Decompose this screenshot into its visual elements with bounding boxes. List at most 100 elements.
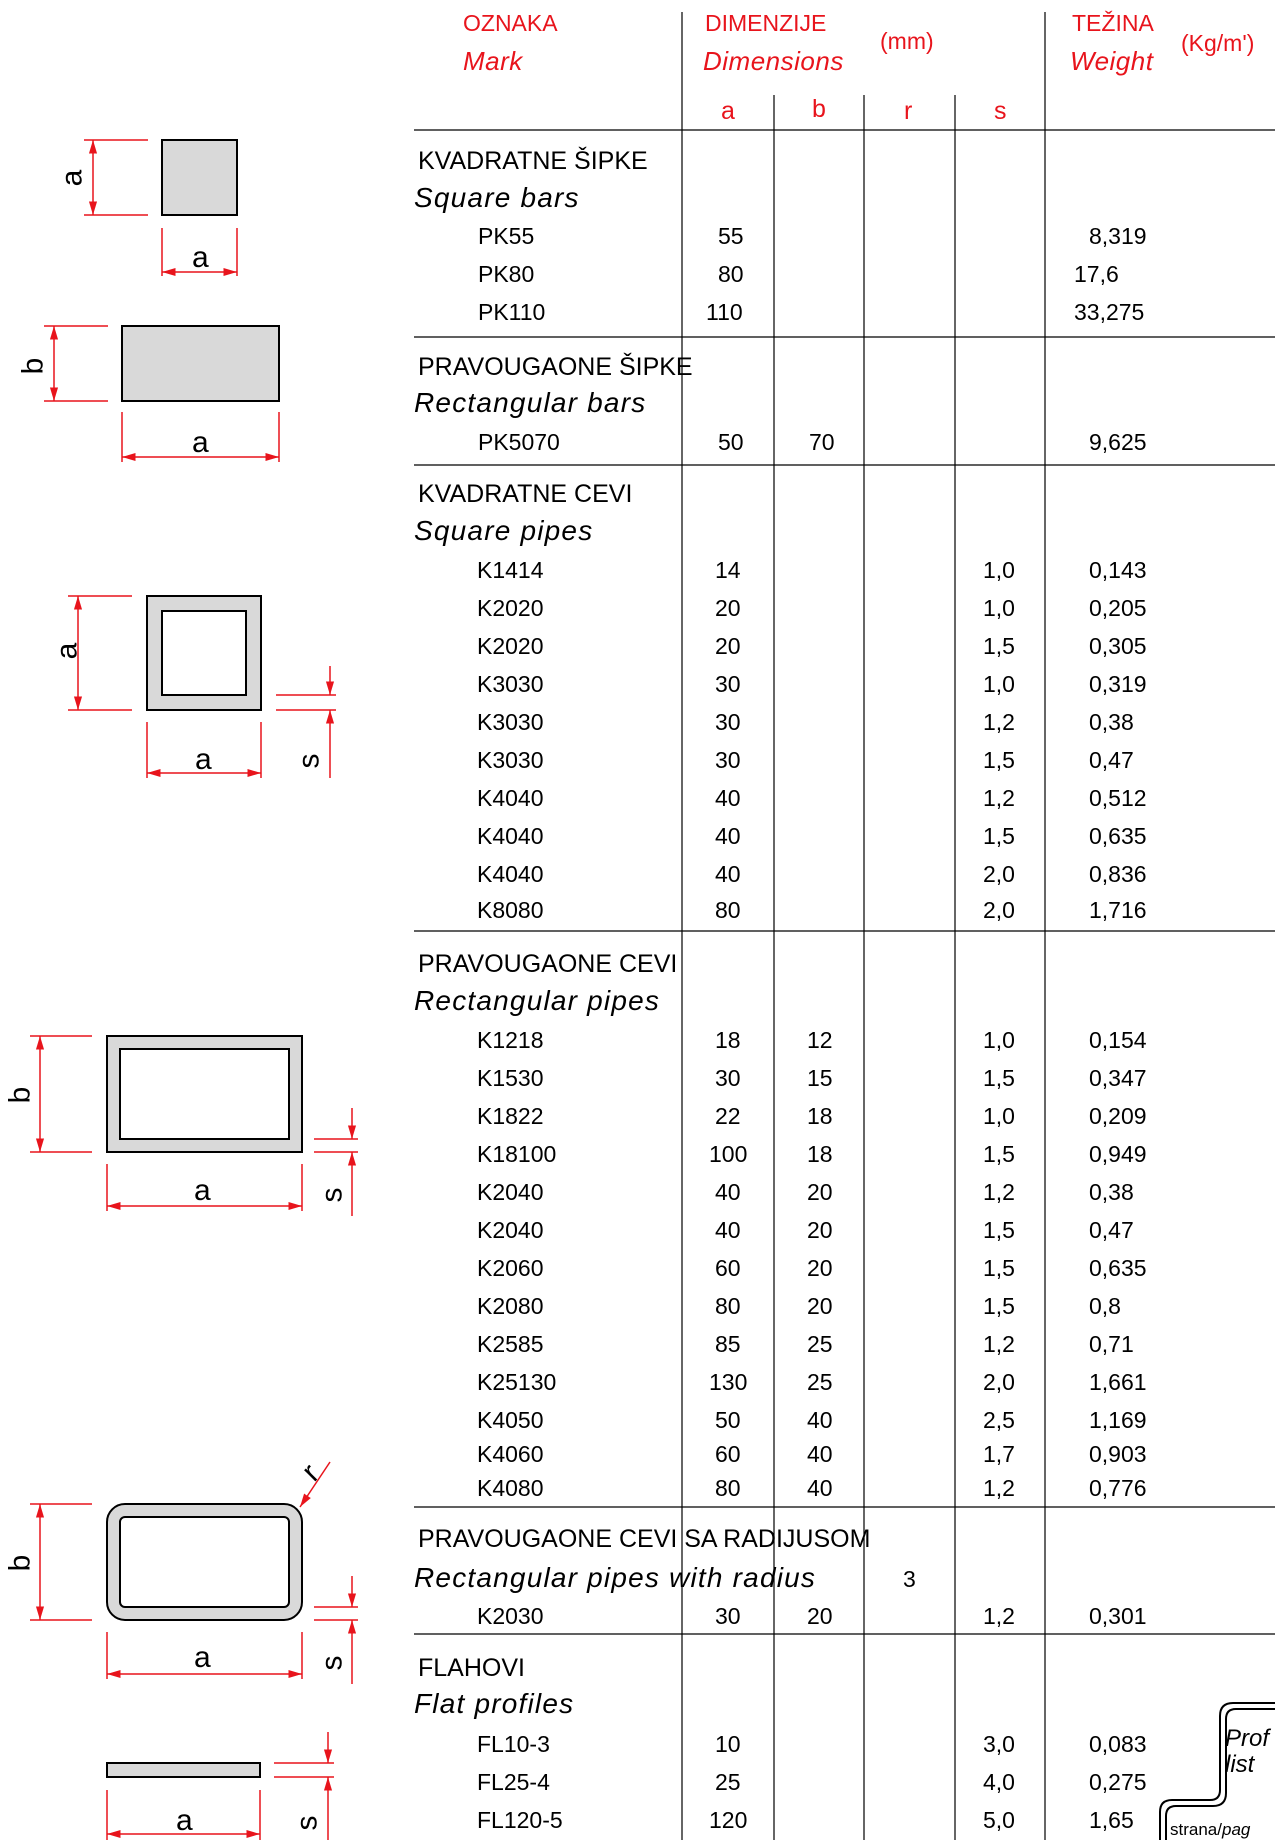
cell-mark: K4040	[477, 785, 544, 811]
dimensions-header: DIMENZIJE	[705, 10, 827, 36]
cell-b: 20	[807, 1179, 833, 1205]
cell-a: 50	[718, 429, 744, 455]
cell-s: 1,5	[983, 1293, 1015, 1319]
cell-weight: 0,154	[1089, 1027, 1147, 1053]
page-label: strana/pag	[1170, 1821, 1250, 1838]
cell-b: 20	[807, 1293, 833, 1319]
cell-b: 25	[807, 1331, 833, 1357]
cell-weight: 1,169	[1089, 1407, 1147, 1433]
cell-b: 40	[807, 1407, 833, 1433]
cell-weight: 0,512	[1089, 785, 1147, 811]
cell-s: 2,5	[983, 1407, 1015, 1433]
mark-header-en: Mark	[463, 46, 523, 76]
cell-weight: 33,275	[1074, 299, 1145, 325]
section-title-en: Square bars	[414, 182, 580, 213]
cell-b: 15	[807, 1065, 833, 1091]
cell-a: 80	[715, 897, 741, 923]
square-bar-section	[161, 139, 238, 216]
dim-label-a: a	[194, 1641, 211, 1674]
cell-a: 25	[715, 1769, 741, 1795]
cell-s: 3,0	[983, 1731, 1015, 1757]
cell-mark: K18100	[477, 1141, 557, 1167]
cell-s: 1,0	[983, 595, 1015, 621]
cell-mark: K2585	[477, 1331, 544, 1357]
cell-a: 14	[715, 557, 741, 583]
cell-a: 40	[715, 861, 741, 887]
cell-mark: K2080	[477, 1293, 544, 1319]
cell-s: 1,5	[983, 747, 1015, 773]
cell-weight: 0,47	[1089, 747, 1134, 773]
cell-weight: 0,836	[1089, 861, 1147, 887]
dim-label-b: b	[3, 1086, 37, 1104]
cell-a: 40	[715, 1217, 741, 1243]
cell-s: 1,5	[983, 1065, 1015, 1091]
dim-label-s: s	[315, 1187, 349, 1203]
cell-mark: K4050	[477, 1407, 544, 1433]
cell-mark: K1822	[477, 1103, 544, 1129]
cell-a: 18	[715, 1027, 741, 1053]
dim-label-a: a	[50, 642, 84, 660]
cell-a: 85	[715, 1331, 741, 1357]
cell-a: 30	[715, 1603, 741, 1629]
dim-label-a: a	[176, 1804, 193, 1837]
cell-mark: K4060	[477, 1441, 544, 1467]
cell-a: 30	[715, 1065, 741, 1091]
cell-mark: K3030	[477, 671, 544, 697]
cell-s: 1,2	[983, 1331, 1015, 1357]
cell-b: 12	[807, 1027, 833, 1053]
cell-b: 25	[807, 1369, 833, 1395]
cell-mark: K4040	[477, 823, 544, 849]
cell-s: 1,0	[983, 1103, 1015, 1129]
cell-mark: PK55	[478, 223, 535, 249]
cell-mark: FL10-3	[477, 1731, 550, 1757]
cell-weight: 0,949	[1089, 1141, 1147, 1167]
cell-a: 100	[709, 1141, 748, 1167]
dim-label-b: b	[16, 357, 50, 375]
section-title: PRAVOUGAONE CEVI SA RADIJUSOM	[418, 1525, 871, 1553]
cell-mark: K2020	[477, 595, 544, 621]
cell-s: 2,0	[983, 897, 1015, 923]
corner-title-block	[1159, 1702, 1275, 1840]
cell-mark: PK110	[478, 299, 546, 325]
cell-a: 40	[715, 785, 741, 811]
cell-a: 20	[715, 633, 741, 659]
cell-a: 40	[715, 1179, 741, 1205]
cell-s: 1,5	[983, 823, 1015, 849]
profiles	[106, 139, 303, 1778]
cell-a: 22	[715, 1103, 741, 1129]
cell-a: 130	[709, 1369, 748, 1395]
cell-weight: 0,305	[1089, 633, 1147, 659]
dim-label-s: s	[315, 1655, 349, 1671]
dim-label-a: a	[195, 743, 212, 776]
section-title: FLAHOVI	[418, 1654, 525, 1682]
weight-header: TEŽINA	[1072, 10, 1154, 36]
cell-s: 1,2	[983, 1603, 1015, 1629]
dim-label-a: a	[192, 426, 209, 459]
cell-weight: 0,47	[1089, 1217, 1134, 1243]
cell-mark: K2040	[477, 1217, 544, 1243]
cell-a: 80	[718, 261, 744, 287]
cell-weight: 0,083	[1089, 1731, 1147, 1757]
cell-mark: FL120-5	[477, 1807, 563, 1833]
dimensions-header-en: Dimensions	[703, 46, 844, 76]
cell-s: 1,5	[983, 633, 1015, 659]
cell-s: 5,0	[983, 1807, 1015, 1833]
cell-mark: K1530	[477, 1065, 544, 1091]
cell-weight: 0,275	[1089, 1769, 1147, 1795]
cell-b: 70	[809, 429, 835, 455]
cell-a: 60	[715, 1441, 741, 1467]
cell-s: 4,0	[983, 1769, 1015, 1795]
cell-a: 120	[709, 1807, 748, 1833]
cell-s: 1,0	[983, 1027, 1015, 1053]
cell-mark: K1414	[477, 557, 544, 583]
cell-s: 1,5	[983, 1141, 1015, 1167]
cell-a: 55	[718, 223, 744, 249]
cell-weight: 17,6	[1074, 261, 1119, 287]
section-title-en: Rectangular pipes with radius	[414, 1562, 817, 1593]
cell-s: 1,5	[983, 1217, 1015, 1243]
cell-s: 2,0	[983, 861, 1015, 887]
cell-s: 1,0	[983, 557, 1015, 583]
cell-weight: 0,143	[1089, 557, 1147, 583]
cell-b: 18	[807, 1141, 833, 1167]
col-header-r: r	[904, 97, 913, 125]
